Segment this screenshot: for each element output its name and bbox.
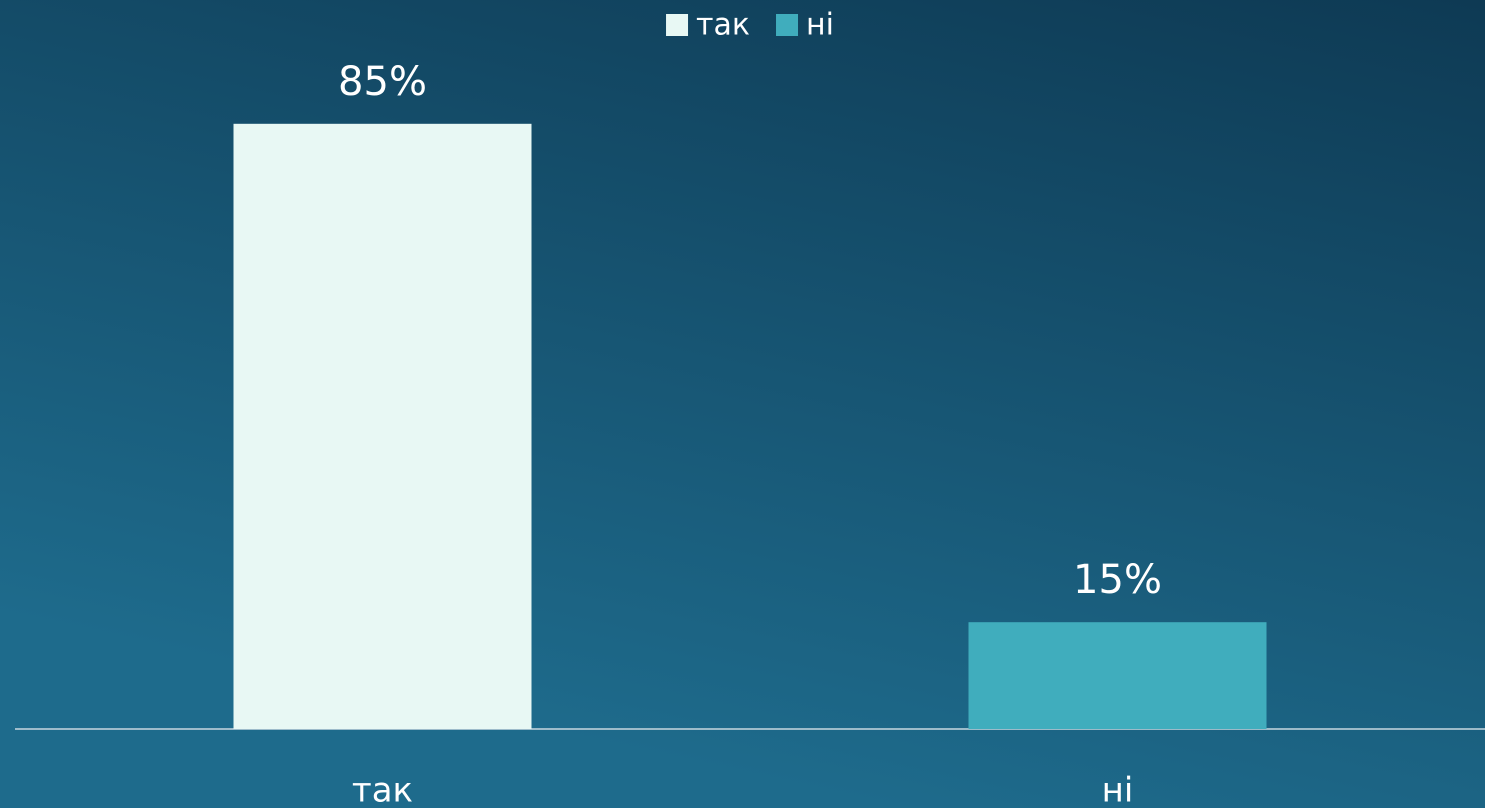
bar: [233, 123, 532, 730]
legend-label: так: [696, 8, 750, 43]
data-label: 15%: [1073, 557, 1162, 603]
x-tick-label: так: [352, 771, 413, 809]
bar: [968, 622, 1267, 729]
data-label: 85%: [338, 59, 427, 105]
legend-swatch: [776, 14, 799, 36]
x-tick-label: ні: [1102, 771, 1134, 809]
legend-label: ні: [806, 8, 834, 43]
legend-swatch: [666, 14, 689, 36]
